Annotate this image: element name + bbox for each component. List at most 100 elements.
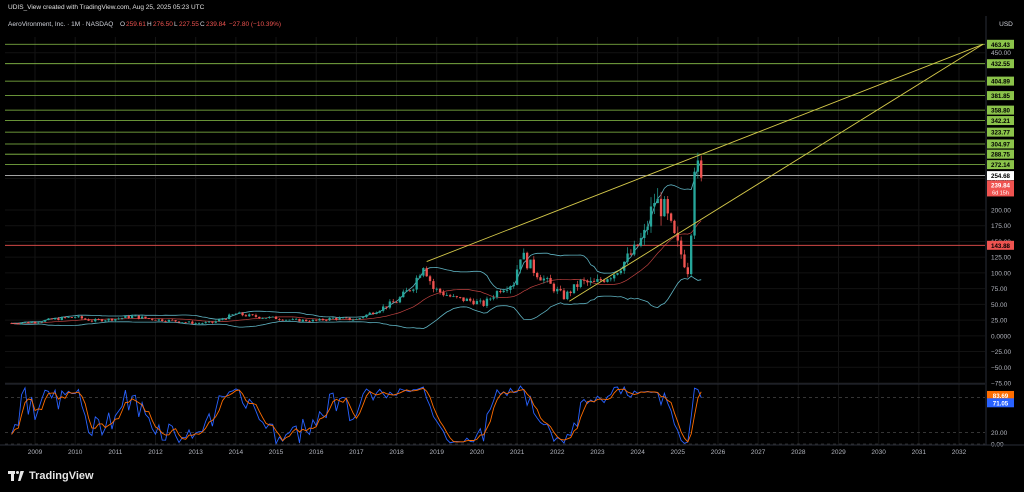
candle-body [659,198,663,217]
candle-body [566,291,569,300]
time-tick-label: 2020 [470,449,485,456]
candle-body [204,322,207,324]
candle-body [542,278,546,281]
candle-body [264,317,268,319]
candle-body [50,318,53,320]
price-tick-label: −75.00 [991,381,1011,388]
candle-body [629,253,633,255]
support-tag-bg [987,240,1014,250]
lower-trend-line [569,43,984,302]
candle-body [626,253,629,262]
candle-body [666,199,669,214]
price-tick-label: 25.00 [991,318,1008,325]
time-axis[interactable]: 2009 2010 2011 2012 2013 2014 2015 2016 2017 2018… [0,444,1024,456]
resistance-tag: 288.75 [991,152,1010,159]
candle-body [328,317,331,321]
candle-body [669,213,673,221]
legend-o: 259.61 [126,21,146,28]
candle-body [462,297,465,302]
resistance-tag: 463.43 [991,42,1010,49]
legend-h: 276.50 [153,21,173,28]
time-tick-label: 2024 [630,449,645,456]
current-level-tag: 254.68 [991,173,1010,180]
candle-body [241,312,244,316]
candle-body [345,317,348,319]
candle-body [442,292,445,296]
grid [5,37,985,445]
candle-body [368,312,371,315]
candle-body [23,322,27,323]
candle-body [268,316,271,318]
candle-body [325,320,328,321]
candle-body [435,288,438,290]
candle-body [482,300,485,306]
candle-body [613,274,616,279]
candle-body [472,300,475,305]
time-tick-label: 2009 [28,449,43,456]
candle-body [134,315,137,317]
candle-body [67,317,70,318]
candle-body [13,323,17,325]
candle-body [53,318,57,320]
candle-body [355,319,358,320]
current-level-tag-bg [987,171,1014,181]
legend-c-label: C [200,21,205,28]
candle-body [284,319,288,321]
candle-body [258,316,261,319]
candle-body [375,312,378,315]
time-tick-label: 2016 [309,449,324,456]
time-tick-label: 2015 [269,449,284,456]
stoch-k-tag: 83.69 [993,393,1009,400]
candle-body [244,315,248,317]
price-tick-label: −50.00 [991,365,1011,372]
price-axis[interactable]: 450.00250.00200.00175.00150.00125.00100.… [985,16,1014,449]
time-tick-label: 2028 [791,449,806,456]
resistance-tag-bg [987,127,1014,137]
candle-body [696,160,700,172]
candle-body [609,278,612,280]
resistance-tag-bg [987,139,1014,149]
time-tick-label: 2027 [751,449,766,456]
candle-body [432,281,435,289]
price-tick-label: −25.00 [991,349,1011,356]
candle-body [321,318,325,321]
time-tick-label: 2018 [389,449,404,456]
candle-body [402,291,405,298]
time-tick-label: 2012 [148,449,163,456]
candle-body [455,296,458,298]
last-price-tag-bg [987,180,1014,197]
time-tick-label: 2023 [590,449,605,456]
candle-body [140,316,144,319]
time-tick-label: 2022 [550,449,565,456]
tradingview-logo: TradingView [8,468,94,484]
candle-body [197,323,201,325]
candle-body [74,317,77,319]
candle-body [228,314,231,320]
candle-body [70,317,73,318]
chart-caption: UDIS_View created with TradingView.com, … [0,0,1024,16]
stoch-k-line [11,385,702,446]
time-tick-label: 2025 [671,449,686,456]
resistance-tag-bg [987,105,1014,115]
candle-body [392,301,395,303]
candle-body [479,300,482,302]
candle-body [653,203,656,207]
legend-ohlc: O 259.61 H 276.50 L 227.55 C 239.84 −27.… [120,21,281,28]
candle-body [274,316,278,320]
candle-body [643,229,646,239]
price-tick-label: 200.00 [991,208,1011,215]
candle-body [10,323,13,325]
candle-body [338,317,341,320]
stoch-d-line [11,387,702,443]
candle-body [599,279,602,281]
candle-body [127,316,130,319]
candle-body [238,312,241,314]
candle-body [110,318,114,321]
candle-body [582,279,586,281]
candle-body [606,279,609,282]
candle-body [261,317,264,319]
candle-body [291,318,294,320]
candle-body [194,323,197,325]
legend-l: 227.55 [179,21,199,28]
